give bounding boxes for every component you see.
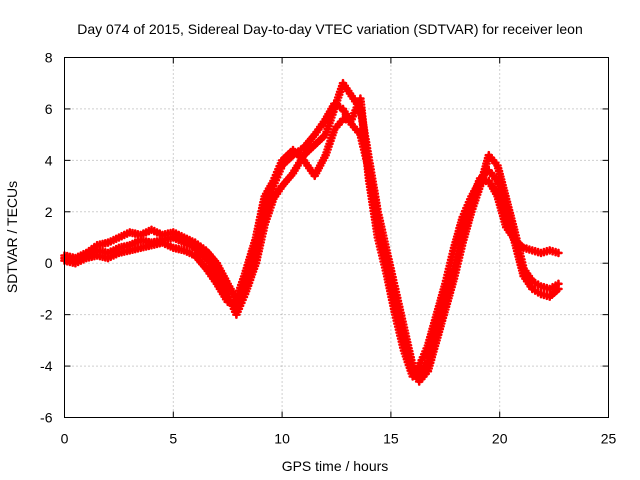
x-axis-label: GPS time / hours — [282, 458, 389, 474]
data-point — [554, 284, 563, 294]
y-axis-label: SDTVAR / TECUs — [4, 181, 20, 293]
x-tick-label: 10 — [274, 431, 290, 447]
x-tick-label: 25 — [601, 431, 617, 447]
y-tick-label: 2 — [45, 204, 53, 220]
y-tick-label: 6 — [45, 101, 53, 117]
chart-title: Day 074 of 2015, Sidereal Day-to-day VTE… — [77, 21, 583, 37]
x-tick-label: 15 — [383, 431, 399, 447]
y-tick-label: -2 — [40, 307, 53, 323]
y-tick-label: 0 — [45, 255, 53, 271]
y-tick-label: -6 — [40, 410, 53, 426]
y-tick-label: -4 — [40, 358, 53, 374]
series-track-3 — [60, 94, 563, 381]
y-tick-label: 8 — [45, 50, 53, 66]
x-tick-label: 20 — [492, 431, 508, 447]
data-points — [60, 78, 563, 386]
data-point — [554, 248, 563, 258]
y-tick-label: 4 — [45, 152, 53, 168]
plot-frame — [64, 57, 609, 418]
x-tick-label: 5 — [169, 431, 177, 447]
x-tick-label: 0 — [61, 431, 69, 447]
